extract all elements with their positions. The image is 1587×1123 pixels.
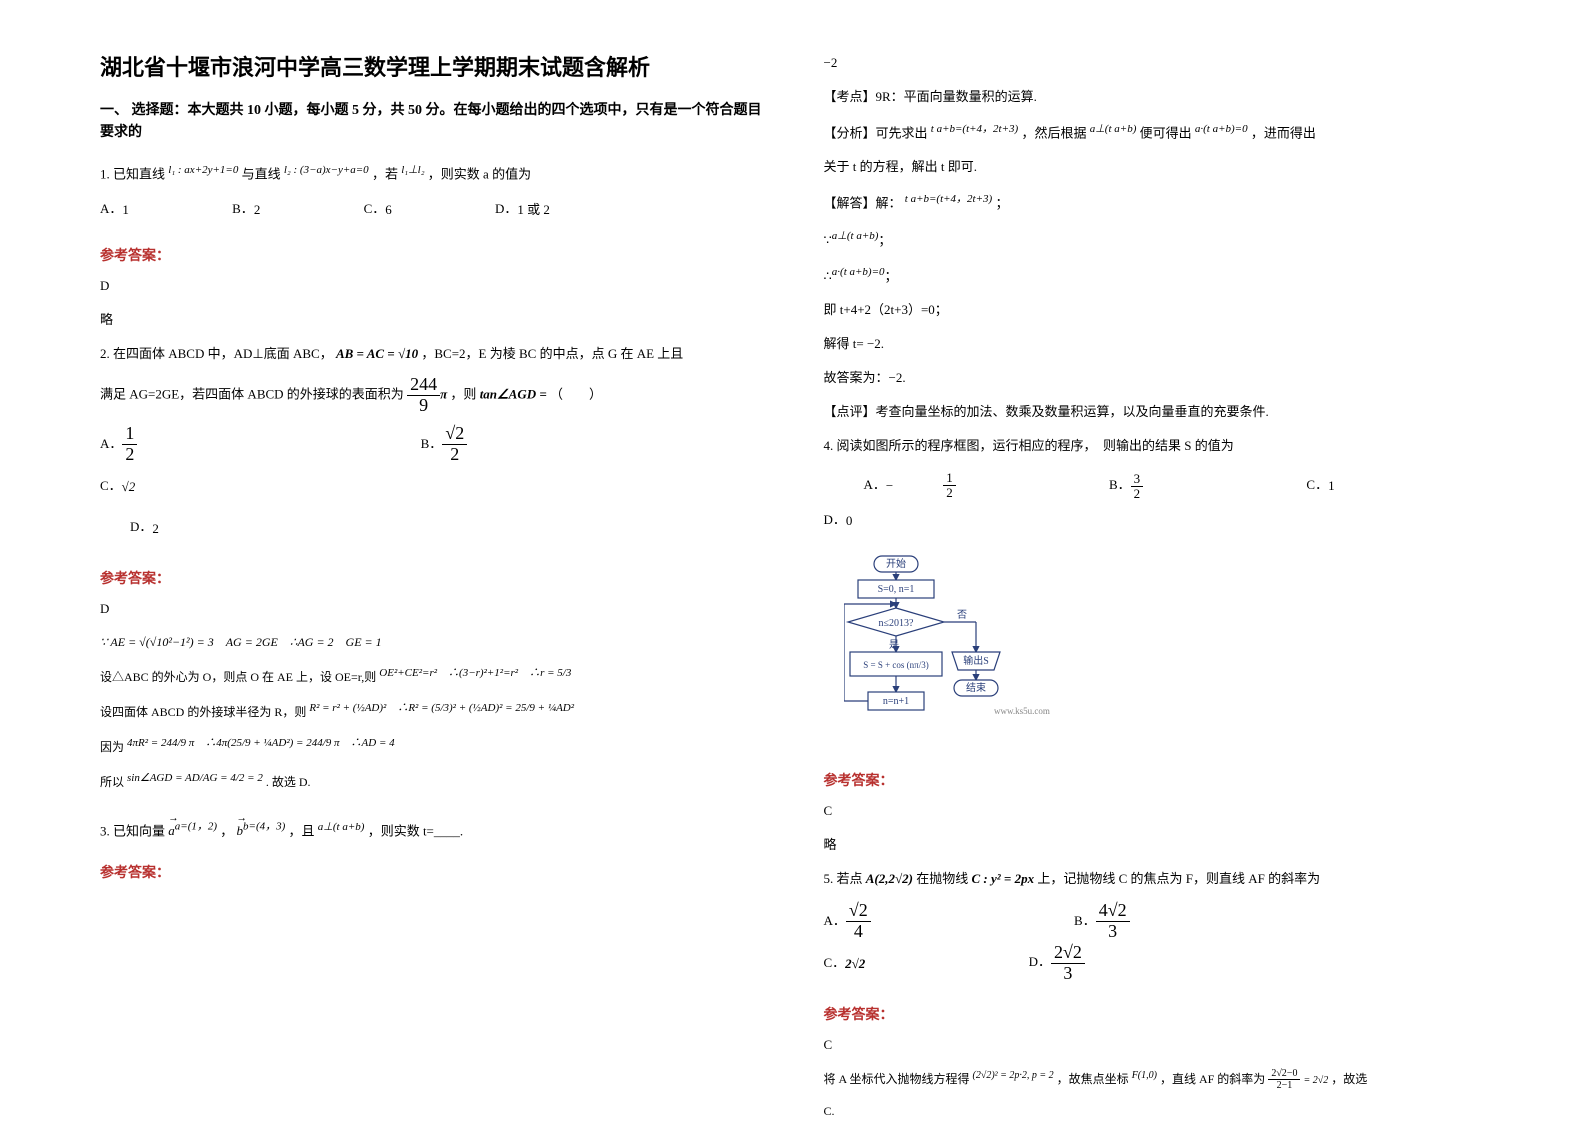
svg-text:是: 是 xyxy=(889,639,899,651)
text: ，则实数 t=____. xyxy=(368,823,463,838)
q3-kaodian: 【考点】9R：平面向量数量积的运算. xyxy=(824,84,1488,110)
opt-b: √22 xyxy=(442,424,517,465)
opt-b: 4√23 xyxy=(1096,901,1180,942)
pi: π xyxy=(440,386,447,401)
opt-a: 1 xyxy=(122,196,129,225)
vec-b: b=(4，3) xyxy=(243,821,285,833)
text: 2. 在四面体 ABCD 中，AD⊥底面 ABC， xyxy=(100,346,333,361)
q2-stem-1: 2. 在四面体 ABCD 中，AD⊥底面 ABC， AB = AC = √10 … xyxy=(100,341,764,367)
q4-answer: C xyxy=(824,798,1488,824)
svg-text:开始: 开始 xyxy=(886,557,906,570)
q3-jieda: 【解答】解： t a+b=(t+4，2t+3) ； xyxy=(824,188,1488,216)
text: （ ） xyxy=(550,386,602,401)
svg-text:n=n+1: n=n+1 xyxy=(882,696,908,707)
q4-options: A．−12 B．32 C．1 D．0 xyxy=(824,467,1488,538)
opt-a: √24 xyxy=(846,901,921,942)
svg-text:S = S + cos (nπ/3): S = S + cos (nπ/3) xyxy=(863,660,928,670)
q3-line5: 故答案为：−2. xyxy=(824,365,1488,391)
formula: l₁⊥l₂ xyxy=(401,164,424,176)
svg-text:否: 否 xyxy=(957,609,967,621)
q4-note: 略 xyxy=(824,832,1488,858)
q5-work: 将 A 坐标代入抛物线方程得 (2√2)² = 2p·2, p = 2 ，故焦点… xyxy=(824,1066,1488,1092)
opt-c: √2 xyxy=(122,467,136,506)
opt-b: 32 xyxy=(1131,472,1194,502)
opt-d: 2√23 xyxy=(1051,943,1135,984)
svg-text:S=0, n=1: S=0, n=1 xyxy=(877,584,914,595)
answer-label: 参考答案： xyxy=(824,1004,1488,1024)
text: 与直线 xyxy=(242,166,281,181)
opt-d: 2 xyxy=(152,509,159,548)
q2-work1: ∵ AE = √(√10²−1²) = 3 AG = 2GE ∴AG = 2 G… xyxy=(100,630,764,654)
opt-c: 2√2 xyxy=(845,944,865,983)
opt-a: 12 xyxy=(122,424,187,465)
answer-label: 参考答案： xyxy=(100,245,764,265)
q2-work4: 因为 4πR² = 244/9 π ∴4π(25/9 + ¼AD²) = 244… xyxy=(100,732,764,759)
answer-label: 参考答案： xyxy=(100,568,764,588)
text: 3. 已知向量 xyxy=(100,823,165,838)
text: 满足 AG=2GE，若四面体 ABCD 的外接球的表面积为 xyxy=(100,386,407,401)
opt-c: 1 xyxy=(1328,469,1335,503)
q2-work3: 设四面体 ABCD 的外接球半径为 R，则 R² = r² + (½AD)² ∴… xyxy=(100,697,764,724)
page-title: 湖北省十堰市浪河中学高三数学理上学期期末试题含解析 xyxy=(100,50,764,82)
section-head: 一、 选择题：本大题共 10 小题，每小题 5 分，共 50 分。在每小题给出的… xyxy=(100,100,764,145)
opt-a: 12 xyxy=(943,471,1006,501)
svg-text:输出S: 输出S xyxy=(963,654,989,667)
q3-line4: 解得 t= −2. xyxy=(824,331,1488,357)
text: ，则实数 a 的值为 xyxy=(428,166,531,181)
svg-text:n≤2013?: n≤2013? xyxy=(878,618,913,629)
q3-answer: −2 xyxy=(824,50,1488,76)
text: ，且 xyxy=(289,823,315,838)
q5-options: A．√24 B．4√23 C．2√2 D．2√23 xyxy=(824,900,1488,983)
svg-text:结束: 结束 xyxy=(966,681,986,694)
q3-fenxi2: 关于 t 的方程，解出 t 即可. xyxy=(824,154,1488,180)
opt-b: 2 xyxy=(254,196,261,225)
q5-work-end: C. xyxy=(824,1099,1488,1123)
q1-stem: 1. 已知直线 l₁ : ax+2y+1=0 与直线 l₂ : (3−a)x−y… xyxy=(100,159,764,187)
flowchart: 开始 S=0, n=1 n≤2013? 是 否 S = S + cos (nπ/… xyxy=(844,554,1488,754)
q3-dianping: 【点评】考查向量坐标的加法、数乘及数量积运算，以及向量垂直的充要条件. xyxy=(824,399,1488,425)
svg-text:www.ks5u.com: www.ks5u.com xyxy=(994,706,1050,716)
q2-answer: D xyxy=(100,596,764,622)
formula: l₁ : ax+2y+1=0 xyxy=(168,164,238,176)
q5-stem: 5. 若点 A(2,2√2) 在抛物线 C : y² = 2px 上，记抛物线 … xyxy=(824,866,1488,892)
text: ，则 xyxy=(450,386,476,401)
q2-stem-2: 满足 AG=2GE，若四面体 ABCD 的外接球的表面积为 2449π ，则 t… xyxy=(100,375,764,416)
q3-stem: 3. 已知向量 aa=(1，2) ， bb=(4，3) ，且 a⊥(t a+b)… xyxy=(100,816,764,844)
answer-label: 参考答案： xyxy=(824,770,1488,790)
q2-options: A．12 B．√22 C．√2 D．2 xyxy=(100,423,764,547)
q3-fenxi: 【分析】可先求出 t a+b=(t+4，2t+3) ，然后根据 a⊥(t a+b… xyxy=(824,118,1488,146)
opt-d: 1 或 2 xyxy=(517,196,550,225)
formula: l₂ : (3−a)x−y+a=0 xyxy=(284,164,369,176)
q2-work2: 设△ABC 的外心为 O，则点 O 在 AE 上，设 OE=r,则 OE²+CE… xyxy=(100,662,764,689)
curve: C : y² = 2px xyxy=(972,871,1035,886)
q1-answer: D xyxy=(100,273,764,299)
q3-line3: 即 t+4+2（2t+3）=0； xyxy=(824,297,1488,323)
opt-c: 6 xyxy=(385,196,392,225)
q3-line1: ∵a⊥(t a+b)； xyxy=(824,225,1488,253)
opt-d: 0 xyxy=(846,504,853,538)
fraction: 2449 xyxy=(407,375,440,416)
formula: a⊥(t a+b) xyxy=(318,821,365,833)
point: A(2,2√2) xyxy=(866,871,913,886)
formula: tan∠AGD = xyxy=(480,386,547,401)
q2-work5: 所以 sin∠AGD = AD/AG = 4/2 = 2 . 故选 D. xyxy=(100,767,764,794)
fraction: 2√2−02−1 xyxy=(1268,1068,1300,1091)
q3-line2: ∴a·(t a+b)=0； xyxy=(824,261,1488,289)
text: 1. 已知直线 xyxy=(100,166,165,181)
formula: AB = AC = √10 xyxy=(336,346,418,361)
text: ，若 xyxy=(372,166,398,181)
q4-stem: 4. 阅读如图所示的程序框图，运行相应的程序， 则输出的结果 S 的值为 xyxy=(824,433,1488,459)
q1-options: A．1 B．2 C．6 D．1 或 2 xyxy=(100,195,764,225)
text: ，BC=2，E 为棱 BC 的中点，点 G 在 AE 上且 xyxy=(421,346,683,361)
answer-label: 参考答案： xyxy=(100,862,764,882)
q5-answer: C xyxy=(824,1032,1488,1058)
vec-a: a=(1，2) xyxy=(175,821,217,833)
q1-note: 略 xyxy=(100,307,764,333)
